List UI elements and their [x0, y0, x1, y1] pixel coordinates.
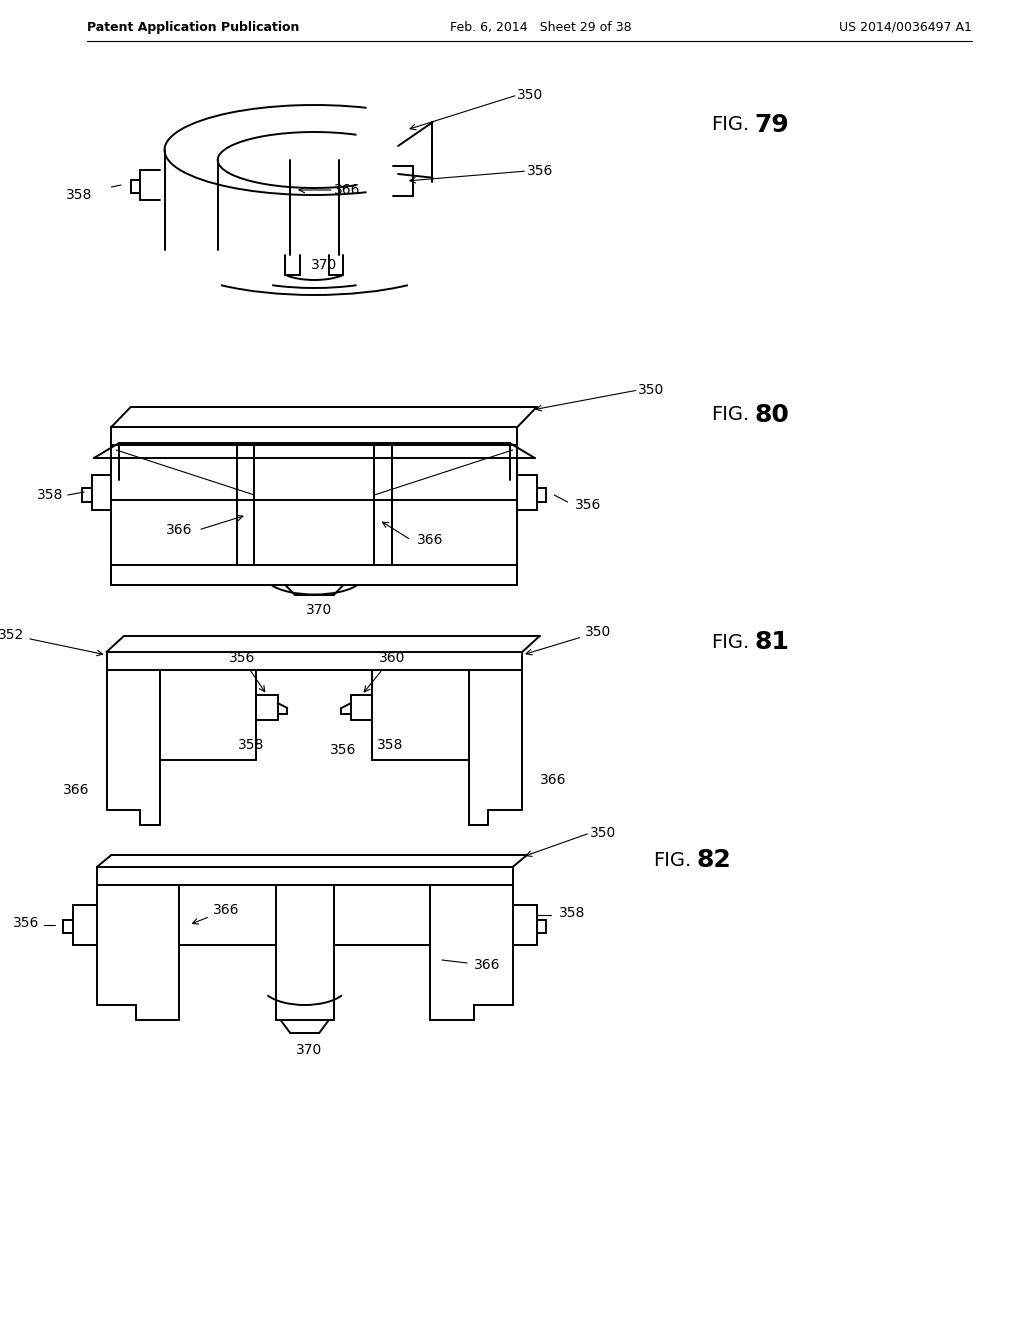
Text: 370: 370: [296, 1043, 323, 1057]
Text: 80: 80: [755, 403, 790, 426]
Text: 79: 79: [755, 114, 790, 137]
Text: 356: 356: [527, 164, 553, 178]
Text: FIG.: FIG.: [711, 116, 749, 135]
Text: US 2014/0036497 A1: US 2014/0036497 A1: [839, 21, 972, 33]
Text: Patent Application Publication: Patent Application Publication: [87, 21, 300, 33]
Text: 370: 370: [306, 603, 333, 616]
Text: 356: 356: [575, 498, 602, 512]
Text: FIG.: FIG.: [711, 405, 749, 425]
Text: 358: 358: [239, 738, 265, 752]
Text: 358: 358: [66, 187, 92, 202]
Text: 350: 350: [590, 826, 616, 840]
Text: 356: 356: [12, 916, 39, 931]
Text: 366: 366: [166, 523, 193, 537]
Text: 358: 358: [37, 488, 63, 502]
Text: 366: 366: [62, 783, 89, 797]
Text: 370: 370: [311, 257, 337, 272]
Text: 81: 81: [755, 630, 790, 653]
Text: 366: 366: [193, 903, 240, 924]
Text: 350: 350: [638, 383, 665, 397]
Text: 356: 356: [228, 651, 265, 692]
Text: 350: 350: [517, 88, 544, 102]
Text: 366: 366: [334, 183, 360, 197]
Text: 356: 356: [330, 743, 356, 756]
Text: FIG.: FIG.: [652, 850, 691, 870]
Text: 352: 352: [0, 628, 102, 656]
Text: 82: 82: [696, 847, 731, 873]
Text: 360: 360: [365, 651, 404, 692]
Text: 366: 366: [417, 533, 443, 546]
Text: 366: 366: [540, 774, 566, 787]
Text: 358: 358: [559, 906, 586, 920]
Text: 358: 358: [377, 738, 403, 752]
Text: 350: 350: [526, 624, 611, 655]
Text: 366: 366: [474, 958, 501, 972]
Text: Feb. 6, 2014   Sheet 29 of 38: Feb. 6, 2014 Sheet 29 of 38: [450, 21, 632, 33]
Text: FIG.: FIG.: [711, 632, 749, 652]
